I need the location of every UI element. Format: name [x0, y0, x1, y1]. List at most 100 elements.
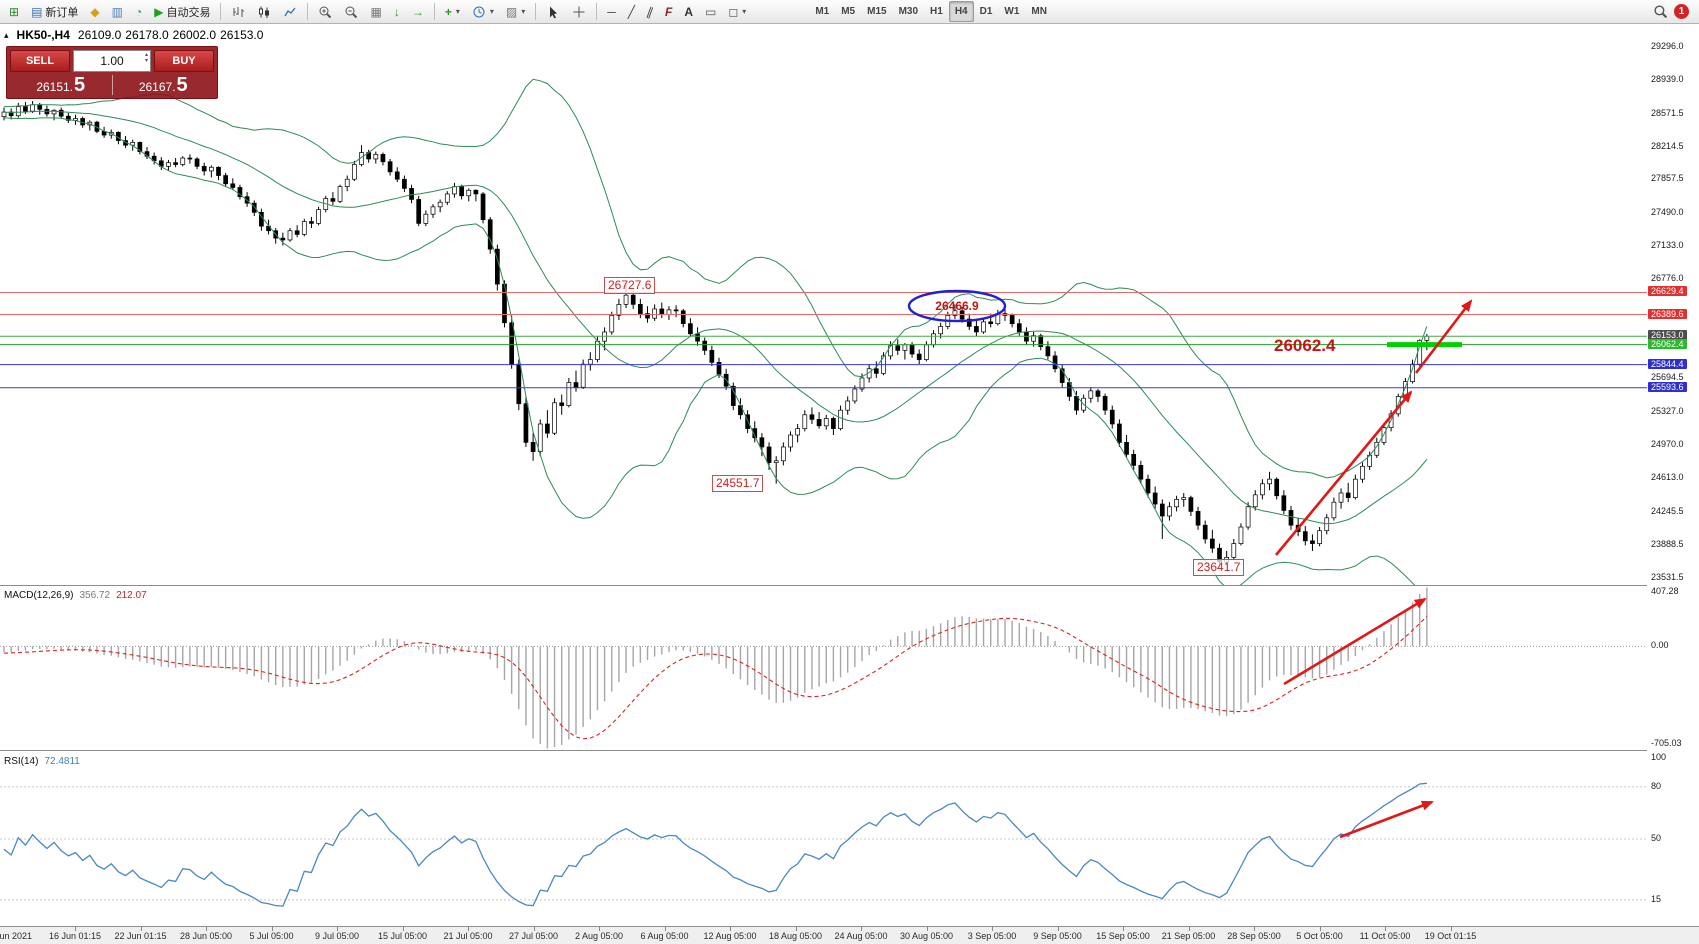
one-click-collapse[interactable]: ▴: [4, 29, 9, 40]
notifications-badge[interactable]: 1: [1674, 4, 1689, 19]
highlight-ellipse[interactable]: [907, 289, 1007, 323]
ohlc-open: 26109.0: [77, 28, 122, 42]
search-icon[interactable]: [1653, 4, 1668, 19]
indicators-button[interactable]: + ▾: [440, 1, 465, 22]
trend-arrow[interactable]: [1414, 299, 1473, 374]
toolbar-separator: [307, 3, 309, 20]
time-label: 28 Jun 05:00: [179, 931, 233, 941]
candle-chart-button[interactable]: [252, 1, 276, 22]
axis-label: 26776.0: [1651, 272, 1684, 283]
fibonacci-button[interactable]: F: [660, 1, 677, 22]
trendline-icon: ╱: [627, 4, 635, 19]
price-axis[interactable]: 29296.0 28939.0 28571.5 28214.5 27857.5 27490…: [1647, 25, 1699, 926]
autotrading-button[interactable]: ▶ 自动交易: [149, 1, 215, 22]
sell-price-main: 26151.: [36, 80, 74, 94]
level-lines-layer[interactable]: [0, 291, 1647, 389]
toolbar-right-group: 1: [1653, 4, 1695, 19]
navigator-button[interactable]: ◔: [130, 1, 147, 22]
volume-spinner[interactable]: ▴ ▾: [144, 52, 148, 64]
text-label-button[interactable]: ▭: [700, 1, 721, 22]
time-tick: [1057, 927, 1059, 931]
bar-chart-icon: [233, 6, 245, 17]
macd-histogram: [3, 587, 1428, 749]
timeframe-m15[interactable]: M15: [867, 6, 887, 17]
shapes-button[interactable]: ◻ ▾: [723, 1, 751, 22]
main-toolbar: ⊞ ▤ 新订单 ◆ ▥ ◔ ▶ 自动交易: [0, 0, 1699, 24]
chevron-down-icon: ▾: [455, 7, 460, 16]
timeframe-m30[interactable]: M30: [898, 6, 919, 17]
time-label: 28 Sep 05:00: [1227, 931, 1281, 941]
crosshair-button[interactable]: [567, 1, 591, 22]
new-chart-icon: ⊞: [9, 4, 20, 19]
time-axis[interactable]: Jun 2021 16 Jun 01:15 22 Jun 01:15 28 Jun 0…: [0, 926, 1699, 944]
time-tick: [402, 927, 404, 931]
bar-chart-button[interactable]: [226, 1, 250, 22]
macd-signal-line: [3, 616, 1428, 740]
price-annotation[interactable]: 26727.6: [604, 277, 656, 294]
buy-button[interactable]: BUY: [154, 50, 214, 72]
trend-arrow[interactable]: [1283, 597, 1427, 686]
horizontal-line-button[interactable]: ─: [602, 1, 621, 22]
volume-input[interactable]: 1.00 ▴ ▾: [73, 50, 151, 72]
timeframe-d1[interactable]: D1: [979, 6, 993, 17]
time-label: 3 Sep 05:00: [967, 931, 1017, 941]
zoom-in-button[interactable]: [313, 1, 337, 22]
horizontal-line-icon: ─: [607, 4, 616, 19]
timeframe-mn[interactable]: MN: [1031, 6, 1047, 17]
trend-arrow[interactable]: [1339, 800, 1434, 839]
market-watch-button[interactable]: ◆: [85, 1, 104, 22]
timeframe-h4[interactable]: H4: [948, 1, 974, 22]
axis-label: 23888.5: [1651, 538, 1684, 549]
sell-button[interactable]: SELL: [10, 50, 70, 72]
time-tick: [1450, 927, 1452, 931]
templates-icon: ▨: [505, 4, 518, 19]
candle-chart-icon: [259, 6, 270, 18]
time-label: Jun 2021: [0, 931, 33, 941]
chevron-down-icon: ▾: [521, 7, 526, 16]
tile-windows-icon: ▦: [370, 4, 382, 19]
cursor-button[interactable]: [541, 1, 565, 22]
channel-button[interactable]: ∥: [642, 1, 658, 22]
chart-shift-button[interactable]: →: [407, 1, 429, 22]
data-window-button[interactable]: ▥: [107, 1, 128, 22]
autoscroll-button[interactable]: ↓: [389, 1, 405, 22]
line-chart-button[interactable]: [278, 1, 302, 22]
price-annotation[interactable]: 24551.7: [712, 475, 764, 492]
buy-price-main: 26167.: [138, 80, 176, 94]
time-label: 18 Aug 05:00: [768, 931, 823, 941]
axis-label: 100: [1651, 752, 1667, 762]
timeframe-m5[interactable]: M5: [841, 6, 856, 17]
templates-button[interactable]: ▨ ▾: [501, 1, 530, 22]
toolbar-separator: [220, 3, 222, 20]
sell-price-big: 5: [74, 74, 86, 96]
trend-arrow[interactable]: [1274, 390, 1413, 556]
time-label: 6 Aug 05:00: [640, 931, 689, 941]
shapes-icon: ◻: [728, 4, 739, 19]
text-button[interactable]: A: [679, 1, 698, 22]
price-annotation[interactable]: 26062.4: [1274, 336, 1336, 355]
axis-label: 29296.0: [1651, 41, 1684, 52]
new-chart-button[interactable]: ⊞: [4, 1, 24, 22]
time-label: 21 Jul 05:00: [443, 931, 493, 941]
timeframe-m1[interactable]: M1: [815, 6, 830, 17]
time-label: 9 Sep 05:00: [1033, 931, 1082, 941]
market-watch-icon: ◆: [90, 4, 100, 19]
tile-windows-button[interactable]: ▦: [365, 1, 386, 22]
periods-button[interactable]: ▾: [467, 1, 499, 22]
time-label: 5 Jul 05:00: [249, 931, 294, 941]
time-tick: [599, 927, 600, 931]
timeframe-h1[interactable]: H1: [930, 6, 943, 17]
axis-label: 25327.0: [1651, 406, 1684, 417]
zoom-out-button[interactable]: [339, 1, 363, 22]
text-label-icon: ▭: [704, 4, 717, 19]
rsi-name: RSI(14): [4, 756, 39, 767]
new-order-button[interactable]: ▤ 新订单: [26, 1, 83, 22]
time-tick: [75, 927, 76, 931]
trendline-button[interactable]: ╱: [623, 1, 640, 22]
time-label: 11 Oct 05:00: [1359, 931, 1411, 941]
price-annotation[interactable]: 26466.9: [935, 299, 979, 313]
price-tag: 26629.4: [1648, 286, 1687, 297]
timeframe-w1[interactable]: W1: [1004, 6, 1020, 17]
price-annotation[interactable]: 23641.7: [1193, 559, 1245, 576]
